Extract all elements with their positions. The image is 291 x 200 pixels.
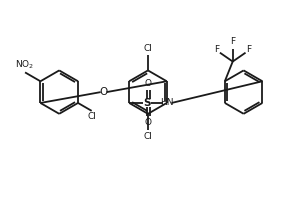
Text: O: O bbox=[100, 87, 108, 97]
Text: Cl: Cl bbox=[87, 112, 96, 121]
Text: F: F bbox=[246, 45, 251, 54]
Text: O: O bbox=[145, 118, 152, 127]
Text: NO$_2$: NO$_2$ bbox=[15, 59, 35, 71]
Text: F: F bbox=[214, 45, 219, 54]
Text: Cl: Cl bbox=[143, 132, 152, 141]
Text: HN: HN bbox=[160, 98, 173, 107]
Text: F: F bbox=[230, 37, 235, 46]
Text: Cl: Cl bbox=[143, 44, 152, 53]
Text: S: S bbox=[143, 98, 151, 108]
Text: O: O bbox=[145, 79, 152, 88]
